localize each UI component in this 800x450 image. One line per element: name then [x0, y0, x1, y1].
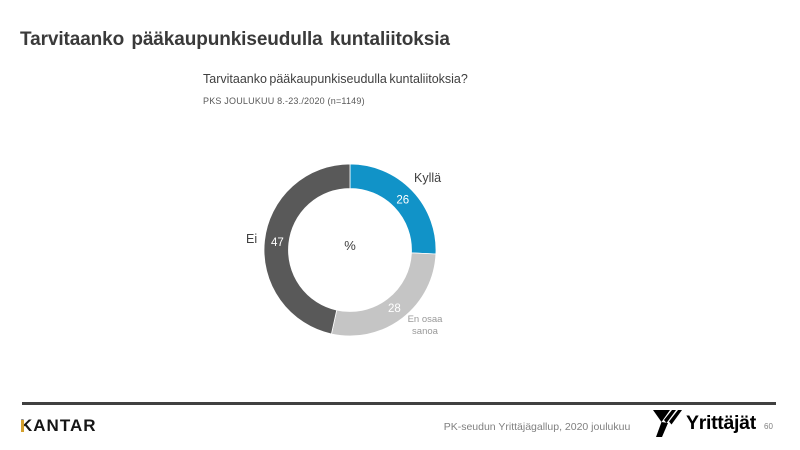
yrittajat-logo: Yrittäjät — [653, 410, 756, 437]
donut-center-label: % — [344, 238, 356, 253]
chart-subtitle: PKS JOULUKUU 8.-23./2020 (n=1149) — [203, 96, 365, 106]
category-label-kylla: Kyllä — [414, 171, 442, 185]
footer-source-text: PK-seudun Yrittäjägallup, 2020 joulukuu — [443, 421, 631, 433]
value-label-ei: 47 — [271, 237, 284, 249]
kantar-logo: KANTAR — [20, 416, 97, 436]
value-label-en-osaa-sanoa: 28 — [388, 303, 401, 315]
yrittajat-logo-text: Yrittäjät — [686, 412, 756, 434]
category-label-ei: Ei — [246, 232, 258, 246]
donut-chart: 26 28 47 — [263, 163, 437, 337]
chart-title: Tarvitaanko pääkaupunkiseudulla kuntalii… — [203, 72, 468, 86]
category-label-en-osaa-sanoa: En osaa sanoa — [407, 314, 443, 337]
footer-divider — [22, 402, 776, 405]
value-label-kylla: 26 — [396, 195, 409, 207]
yrittajat-icon — [653, 410, 682, 437]
kantar-gold-bar — [20, 419, 24, 432]
donut-segment-ei — [263, 163, 351, 335]
slide-title: Tarvitaanko pääkaupunkiseudulla kuntalii… — [20, 29, 450, 50]
kantar-logo-text: KANTAR — [20, 416, 97, 435]
page-number: 60 — [764, 422, 773, 431]
